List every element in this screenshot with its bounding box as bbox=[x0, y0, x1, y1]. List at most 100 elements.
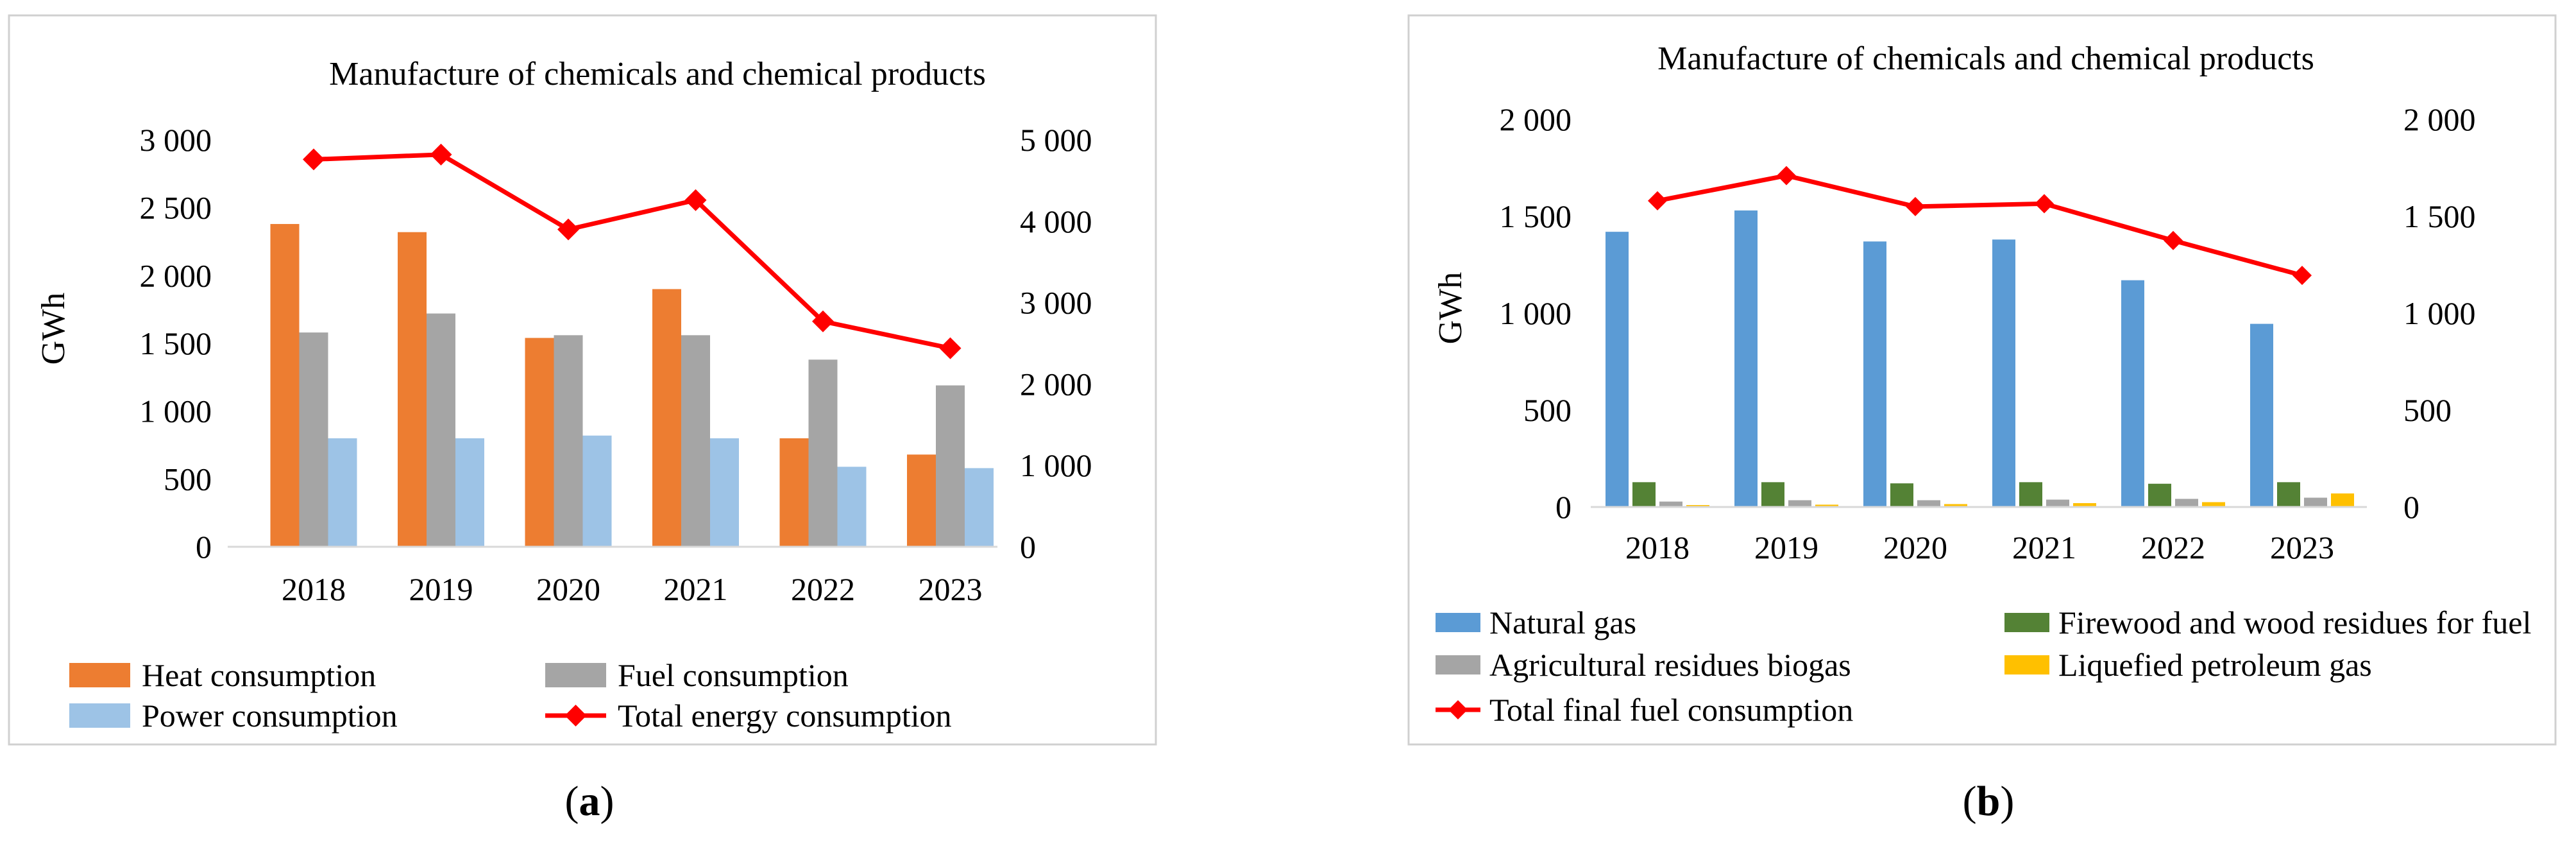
panel-b-bar-agricultural-residues-biogas bbox=[2175, 499, 2198, 507]
legend-marker-total-final-fuel-consumption bbox=[1448, 700, 1468, 719]
panel-a-legend: Heat consumption Fuel consumption Power co… bbox=[69, 657, 951, 734]
panel-a-y2tick-label: 2 000 bbox=[1020, 366, 1092, 402]
panel-a-y2tick-label: 0 bbox=[1020, 529, 1036, 565]
panel-a-secondary-y-ticks: 0 1 000 2 000 3 000 4 000 5 000 bbox=[1020, 122, 1092, 565]
panel-b-line-marker bbox=[2035, 194, 2054, 214]
panel-b-ytick-label: 1 000 bbox=[1500, 295, 1572, 331]
panel-b-secondary-y-ticks: 0 500 1 000 1 500 2 000 bbox=[2403, 101, 2476, 525]
legend-label-total-energy-consumption: Total energy consumption bbox=[618, 698, 951, 734]
chart-panel-a: Manufacture of chemicals and chemical pr… bbox=[8, 14, 1157, 746]
panel-a-bar-fuel-consumption bbox=[681, 335, 710, 547]
legend-swatch-liquefied-petroleum-gas bbox=[2004, 655, 2049, 674]
panel-a-ytick-label: 2 500 bbox=[140, 190, 212, 226]
legend-label-heat-consumption: Heat consumption bbox=[142, 657, 376, 693]
legend-label-firewood-and-wood-residues-for-fuel: Firewood and wood residues for fuel bbox=[2058, 605, 2531, 640]
panel-a-bar-power-consumption bbox=[328, 438, 357, 547]
panel-b-bars bbox=[1606, 210, 2354, 507]
panel-b-y2tick-label: 500 bbox=[2403, 392, 2452, 428]
panel-a-bar-fuel-consumption bbox=[808, 359, 838, 547]
panel-b-bar-firewood-and-wood-residues-for-fuel bbox=[1761, 482, 1784, 507]
panel-b-y2tick-label: 1 000 bbox=[2403, 295, 2476, 331]
panel-b-bar-natural-gas bbox=[1992, 239, 2015, 507]
panel-a-ytick-label: 1 500 bbox=[140, 325, 212, 361]
panel-b-xtick-label: 2021 bbox=[2012, 529, 2076, 565]
legend-label-power-consumption: Power consumption bbox=[142, 698, 398, 734]
panel-a-bar-power-consumption bbox=[965, 468, 994, 547]
panel-a-y2tick-label: 1 000 bbox=[1020, 447, 1092, 483]
panel-b-bar-natural-gas bbox=[1606, 232, 1629, 507]
panel-a-bar-heat-consumption bbox=[525, 338, 554, 547]
panel-a-caption: (a) bbox=[565, 778, 614, 825]
legend-label-total-final-fuel-consumption: Total final fuel consumption bbox=[1489, 692, 1853, 728]
panel-b-bar-firewood-and-wood-residues-for-fuel bbox=[2148, 483, 2171, 507]
panel-b-bar-agricultural-residues-biogas bbox=[2304, 497, 2327, 507]
panel-b-caption-letter: b bbox=[1977, 778, 2001, 825]
panel-a-frame bbox=[8, 14, 1157, 746]
panel-b-line-total-final-fuel-consumption bbox=[1657, 173, 2303, 278]
panel-a-xtick-label: 2022 bbox=[791, 571, 855, 607]
panel-a-bar-fuel-consumption bbox=[936, 385, 965, 547]
panel-a-bar-heat-consumption bbox=[270, 224, 300, 547]
panel-b-bar-firewood-and-wood-residues-for-fuel bbox=[1632, 482, 1656, 507]
panel-a-line-marker bbox=[939, 337, 962, 359]
panel-a-ytick-label: 3 000 bbox=[140, 122, 212, 158]
legend-swatch-agricultural-residues-biogas bbox=[1436, 655, 1480, 674]
panel-b-line-marker bbox=[1777, 166, 1796, 185]
panel-b-bar-firewood-and-wood-residues-for-fuel bbox=[1890, 483, 1913, 507]
panel-a-bar-heat-consumption bbox=[907, 454, 936, 547]
panel-a-bar-power-consumption bbox=[710, 438, 739, 547]
panel-a-y2tick-label: 5 000 bbox=[1020, 122, 1092, 158]
panel-b-line-marker bbox=[2164, 230, 2183, 250]
panel-a-line-total-energy-consumption bbox=[313, 152, 951, 351]
panel-b-ytick-label: 500 bbox=[1523, 392, 1572, 428]
panel-b-xtick-label: 2022 bbox=[2141, 529, 2205, 565]
panel-a-bar-heat-consumption bbox=[398, 232, 427, 547]
panel-b-xtick-label: 2023 bbox=[2270, 529, 2334, 565]
panel-a-ytick-label: 0 bbox=[196, 529, 212, 565]
panel-a-total-line bbox=[303, 143, 962, 359]
panel-b-bar-firewood-and-wood-residues-for-fuel bbox=[2277, 482, 2300, 507]
panel-a-line-marker bbox=[557, 218, 579, 241]
panel-b-line-marker bbox=[1648, 191, 1667, 210]
panel-b-y2tick-label: 1 500 bbox=[2403, 198, 2476, 234]
panel-b-xtick-label: 2019 bbox=[1754, 529, 1818, 565]
panel-b-bar-liquefied-petroleum-gas bbox=[2073, 503, 2096, 507]
panel-b-bar-firewood-and-wood-residues-for-fuel bbox=[2019, 482, 2042, 507]
legend-marker-total-energy-consumption bbox=[564, 705, 587, 726]
panel-b-bar-agricultural-residues-biogas bbox=[1659, 501, 1682, 507]
panel-b-x-ticks: 2018 2019 2020 2021 2022 2023 bbox=[1625, 529, 2334, 565]
panel-a-ytick-label: 1 000 bbox=[140, 393, 212, 429]
panel-a-bar-power-consumption bbox=[837, 467, 867, 547]
panel-b-legend: Natural gas Firewood and wood residues fo… bbox=[1436, 605, 2531, 728]
legend-label-fuel-consumption: Fuel consumption bbox=[618, 657, 849, 693]
panel-a-ytick-label: 2 000 bbox=[140, 257, 212, 293]
legend-swatch-natural-gas bbox=[1436, 613, 1480, 632]
panel-b-xtick-label: 2018 bbox=[1625, 529, 1690, 565]
panel-b-primary-y-ticks: 0 500 1 000 1 500 2 000 bbox=[1500, 101, 1572, 525]
panel-b-bar-natural-gas bbox=[2250, 323, 2273, 507]
panel-a-line-marker bbox=[303, 148, 325, 171]
panel-b-bar-natural-gas bbox=[2121, 280, 2144, 507]
panel-a-title: Manufacture of chemicals and chemical pr… bbox=[329, 56, 986, 92]
panel-a-xtick-label: 2023 bbox=[919, 571, 983, 607]
panel-a-bars bbox=[270, 224, 994, 547]
legend-swatch-power-consumption bbox=[69, 703, 130, 728]
panel-a-bar-fuel-consumption bbox=[299, 332, 328, 547]
panel-b-bar-agricultural-residues-biogas bbox=[1788, 500, 1811, 507]
panel-b-xtick-label: 2020 bbox=[1883, 529, 1947, 565]
panel-b-bar-liquefied-petroleum-gas bbox=[1815, 504, 1838, 507]
panel-a-line-marker bbox=[430, 143, 452, 166]
panel-b-title: Manufacture of chemicals and chemical pr… bbox=[1657, 40, 2314, 77]
panel-a-bar-fuel-consumption bbox=[554, 335, 583, 547]
panel-a-x-ticks: 2018 2019 2020 2021 2022 2023 bbox=[282, 571, 983, 607]
panel-b-frame bbox=[1407, 14, 2557, 746]
panel-b-line-marker bbox=[1906, 196, 1925, 216]
panel-a-xtick-label: 2020 bbox=[536, 571, 600, 607]
panel-a-bar-power-consumption bbox=[582, 435, 612, 547]
panel-a-xtick-label: 2021 bbox=[664, 571, 728, 607]
panel-a-line-marker bbox=[812, 310, 834, 332]
panel-a-bar-heat-consumption bbox=[652, 289, 681, 547]
chart-panel-b: Manufacture of chemicals and chemical pr… bbox=[1407, 14, 2557, 746]
panel-b-y2tick-label: 2 000 bbox=[2403, 101, 2476, 137]
